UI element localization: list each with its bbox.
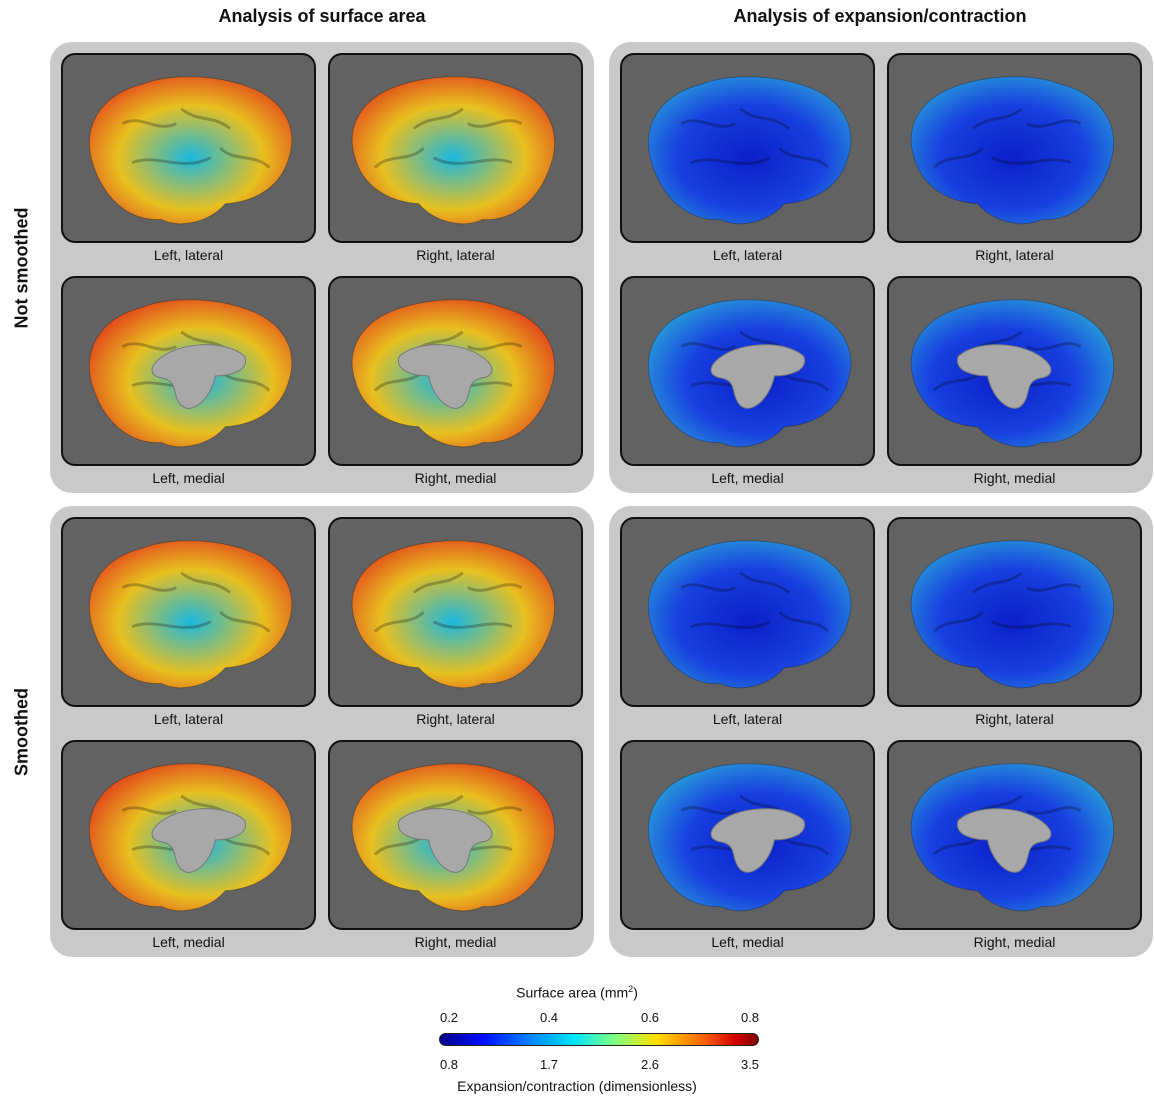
- brain-panel-left-medial: [61, 740, 316, 930]
- colorbar-title: Surface area (mm2): [516, 984, 638, 1001]
- caption-right-medial: Right, medial: [414, 934, 497, 950]
- caption-right-medial: Right, medial: [973, 934, 1056, 950]
- brain-panel-left-medial: [620, 740, 875, 930]
- caption-left-lateral: Left, lateral: [153, 711, 224, 727]
- brain-panel-left-lateral: [620, 517, 875, 707]
- colorbar-bottom-tick: 1.7: [539, 1057, 559, 1072]
- brain-panel-left-medial: [620, 276, 875, 466]
- colorbar-bottom-tick: 0.8: [439, 1057, 459, 1072]
- corpus-callosum: [956, 344, 1052, 409]
- caption-left-lateral: Left, lateral: [712, 247, 783, 263]
- brain-panel-left-lateral: [61, 517, 316, 707]
- corpus-callosum: [956, 808, 1052, 873]
- corpus-callosum: [151, 808, 247, 873]
- brain-surface: [351, 76, 555, 225]
- brain-surface: [351, 540, 555, 689]
- colorbar-subtitle: Expansion/contraction (dimensionless): [457, 1078, 697, 1094]
- caption-left-lateral: Left, lateral: [712, 711, 783, 727]
- corpus-callosum: [151, 344, 247, 409]
- corpus-callosum: [397, 808, 493, 873]
- colorbar-top-tick: 0.2: [439, 1010, 459, 1025]
- caption-right-lateral: Right, lateral: [416, 711, 495, 727]
- colorbar-bottom-tick: 3.5: [740, 1057, 760, 1072]
- brain-panel-right-lateral: [328, 53, 583, 243]
- caption-right-lateral: Right, lateral: [975, 711, 1054, 727]
- row-title-smoothed: Smoothed: [11, 688, 32, 776]
- brain-surface: [910, 76, 1114, 225]
- corpus-callosum: [710, 808, 806, 873]
- expansion-not-smoothed-group: Left, lateral Right, lateral Left, medial R…: [609, 42, 1153, 493]
- brain-surface: [89, 540, 293, 689]
- colorbar-top-tick: 0.4: [539, 1010, 559, 1025]
- column-title-expansion: Analysis of expansion/contraction: [733, 6, 1027, 26]
- corpus-callosum: [397, 344, 493, 409]
- caption-right-medial: Right, medial: [973, 470, 1056, 486]
- caption-left-medial: Left, medial: [152, 470, 225, 486]
- brain-panel-left-lateral: [61, 53, 316, 243]
- column-title-surface-area: Analysis of surface area: [218, 6, 426, 26]
- colorbar: [439, 1033, 759, 1046]
- brain-surface: [648, 540, 852, 689]
- caption-left-medial: Left, medial: [152, 934, 225, 950]
- brain-panel-left-medial: [61, 276, 316, 466]
- caption-right-lateral: Right, lateral: [975, 247, 1054, 263]
- brain-panel-right-medial: [887, 276, 1142, 466]
- row-title-not-smoothed: Not smoothed: [11, 207, 32, 329]
- expansion-smoothed-group: Left, lateral Right, lateral Left, medial R…: [609, 506, 1153, 957]
- brain-panel-right-medial: [328, 740, 583, 930]
- brain-panel-left-lateral: [620, 53, 875, 243]
- caption-left-medial: Left, medial: [711, 934, 784, 950]
- caption-left-lateral: Left, lateral: [153, 247, 224, 263]
- brain-panel-right-lateral: [328, 517, 583, 707]
- corpus-callosum: [710, 344, 806, 409]
- surface-area-smoothed-group: Left, lateral Right, lateral Left, medial R…: [50, 506, 594, 957]
- brain-surface: [910, 540, 1114, 689]
- surface-area-not-smoothed-group: Left, lateral Right, lateral Left, medial R…: [50, 42, 594, 493]
- brain-panel-right-lateral: [887, 53, 1142, 243]
- brain-panel-right-medial: [328, 276, 583, 466]
- brain-panel-right-lateral: [887, 517, 1142, 707]
- colorbar-bottom-tick: 2.6: [640, 1057, 660, 1072]
- caption-left-medial: Left, medial: [711, 470, 784, 486]
- caption-right-lateral: Right, lateral: [416, 247, 495, 263]
- caption-right-medial: Right, medial: [414, 470, 497, 486]
- brain-panel-right-medial: [887, 740, 1142, 930]
- brain-surface: [648, 76, 852, 225]
- colorbar-top-tick: 0.6: [640, 1010, 660, 1025]
- colorbar-top-tick: 0.8: [740, 1010, 760, 1025]
- brain-surface: [89, 76, 293, 225]
